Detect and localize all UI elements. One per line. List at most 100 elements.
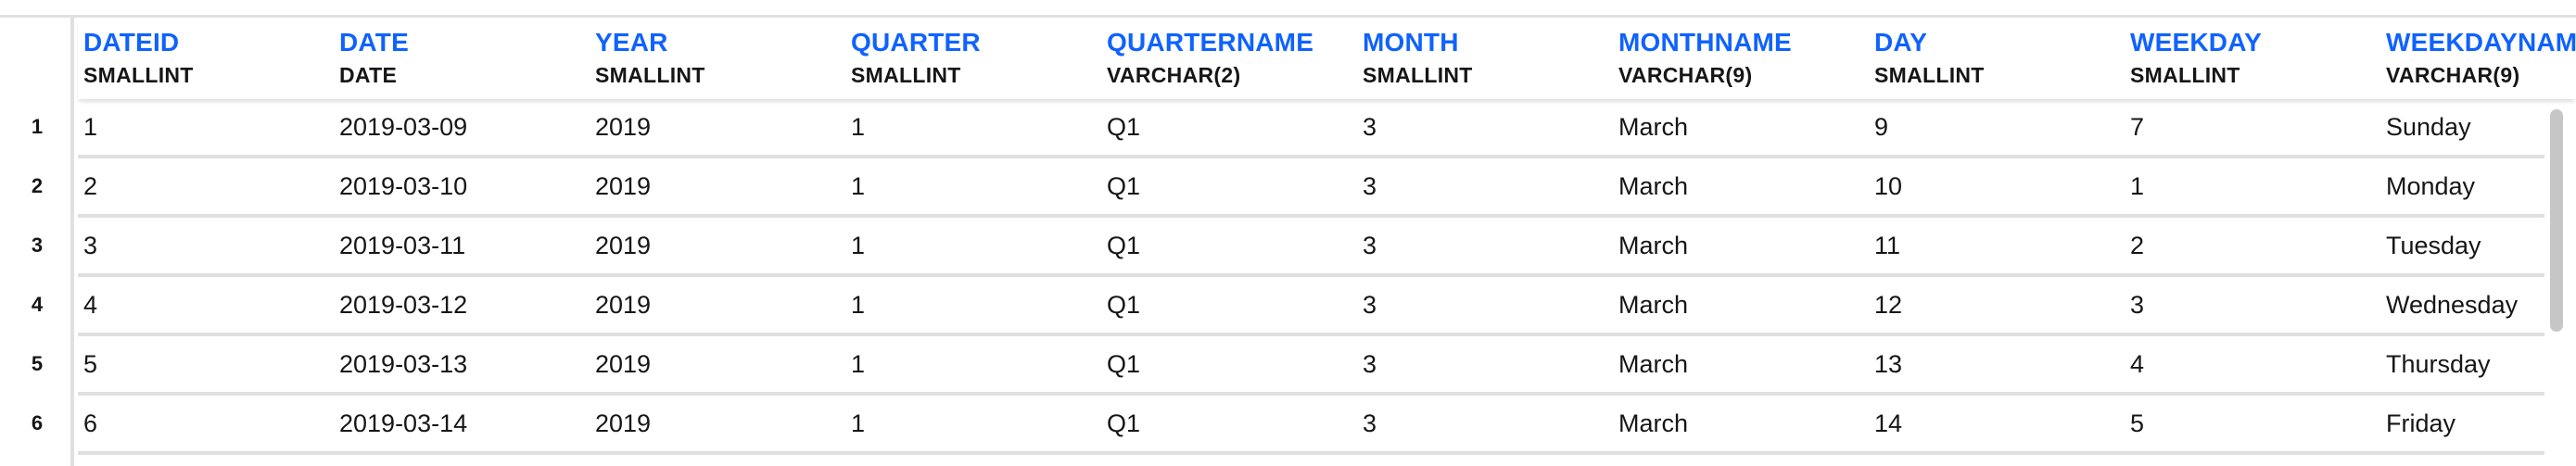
cell-day[interactable]: 12 [1874,291,1903,319]
cell-month[interactable]: 3 [1363,291,1377,319]
cell-quartername[interactable]: Q1 [1107,291,1141,319]
cell-dateid[interactable]: 2 [83,172,98,200]
cell-weekdayname[interactable]: Friday [2386,409,2456,437]
cell-date[interactable]: 2019-03-09 [339,113,468,141]
cell-quarter[interactable]: 1 [851,291,866,319]
table-row[interactable]: 2 2019-03-10 2019 1 Q1 3 March 10 1 Monday [78,158,2544,218]
cell-quartername[interactable]: Q1 [1107,172,1141,200]
cell-weekdayname[interactable]: Sunday [2386,113,2471,141]
cell-weekday[interactable]: 7 [2130,113,2145,141]
column-type: VARCHAR(9) [1618,63,1753,87]
cell-dateid[interactable]: 1 [83,113,98,141]
cell-quarter[interactable]: 1 [851,350,866,378]
cell-year[interactable]: 2019 [595,172,652,200]
column-header-weekday[interactable]: WEEKDAY SMALLINT [2125,18,2380,99]
cell-weekdayname[interactable]: Wednesday [2386,291,2519,319]
cell-day[interactable]: 10 [1874,172,1903,200]
cell-quarter[interactable]: 1 [851,232,866,259]
column-type: DATE [339,63,398,87]
cell-month[interactable]: 3 [1363,350,1377,378]
cell-day[interactable]: 14 [1874,409,1903,437]
cell-month[interactable]: 3 [1363,172,1377,200]
cell-dateid[interactable]: 5 [83,350,98,378]
cell-monthname[interactable]: March [1618,409,1689,437]
column-name: QUARTER [851,28,981,57]
cell-date[interactable]: 2019-03-12 [339,291,468,319]
cell-quarter[interactable]: 1 [851,409,866,437]
column-header-weekdayname[interactable]: WEEKDAYNAM VARCHAR(9) [2380,18,2576,99]
row-number: 1 [31,115,44,138]
cell-weekday[interactable]: 4 [2130,350,2145,378]
cell-weekdayname[interactable]: Monday [2386,172,2476,200]
vertical-scrollbar-thumb[interactable] [2550,109,2563,332]
table-row[interactable]: 1 2019-03-09 2019 1 Q1 3 March 9 7 Sunday [78,99,2544,158]
column-name: QUARTERNAME [1107,28,1314,57]
cell-quartername[interactable]: Q1 [1107,409,1141,437]
cell-dateid[interactable]: 3 [83,232,98,259]
row-number: 2 [31,174,44,197]
column-header-day[interactable]: DAY SMALLINT [1869,18,2125,99]
column-type: VARCHAR(2) [1107,63,1241,87]
column-header-year[interactable]: YEAR SMALLINT [590,18,845,99]
column-header-date[interactable]: DATE DATE [334,18,590,99]
cell-dateid[interactable]: 4 [83,291,98,319]
table-row[interactable]: 5 2019-03-13 2019 1 Q1 3 March 13 4 Thursday [78,336,2544,396]
cell-quartername[interactable]: Q1 [1107,232,1141,259]
cell-monthname[interactable]: March [1618,172,1689,200]
cell-monthname[interactable]: March [1618,113,1689,141]
cell-weekdayname[interactable]: Thursday [2386,350,2491,378]
cell-year[interactable]: 2019 [595,409,652,437]
column-name: YEAR [595,28,668,57]
table-row[interactable]: 3 2019-03-11 2019 1 Q1 3 March 11 2 Tuesday [78,218,2544,277]
column-type: SMALLINT [1363,63,1473,87]
cell-day[interactable]: 9 [1874,113,1889,141]
column-type: SMALLINT [83,63,194,87]
cell-date[interactable]: 2019-03-13 [339,350,468,378]
cell-dateid[interactable]: 6 [83,409,98,437]
column-name: DATE [339,28,409,57]
results-grid: DATEID SMALLINT DATE DATE YEAR SMALLINT … [78,18,2576,455]
table-row[interactable]: 6 2019-03-14 2019 1 Q1 3 March 14 5 Friday [78,396,2544,455]
cell-quarter[interactable]: 1 [851,172,866,200]
column-header-row: DATEID SMALLINT DATE DATE YEAR SMALLINT … [78,18,2576,99]
cell-quartername[interactable]: Q1 [1107,350,1141,378]
column-type: SMALLINT [2130,63,2240,87]
cell-quarter[interactable]: 1 [851,113,866,141]
table-top-border [0,15,2576,18]
cell-month[interactable]: 3 [1363,113,1377,141]
cell-weekday[interactable]: 3 [2130,291,2145,319]
cell-date[interactable]: 2019-03-10 [339,172,468,200]
column-type: SMALLINT [851,63,961,87]
column-header-monthname[interactable]: MONTHNAME VARCHAR(9) [1613,18,1869,99]
cell-day[interactable]: 11 [1874,232,1901,259]
cell-weekday[interactable]: 5 [2130,409,2145,437]
cell-month[interactable]: 3 [1363,409,1377,437]
table-row[interactable]: 4 2019-03-12 2019 1 Q1 3 March 12 3 Wednesday [78,277,2544,336]
column-type: VARCHAR(9) [2386,63,2520,87]
column-type: SMALLINT [595,63,705,87]
column-header-month[interactable]: MONTH SMALLINT [1357,18,1613,99]
cell-date[interactable]: 2019-03-11 [339,232,466,259]
cell-weekdayname[interactable]: Tuesday [2386,232,2481,259]
row-number: 5 [31,352,44,375]
cell-monthname[interactable]: March [1618,291,1689,319]
cell-day[interactable]: 13 [1874,350,1903,378]
cell-weekday[interactable]: 2 [2130,232,2145,259]
row-number: 6 [31,411,44,435]
cell-date[interactable]: 2019-03-14 [339,409,468,437]
column-header-dateid[interactable]: DATEID SMALLINT [78,18,334,99]
column-name: WEEKDAYNAM [2386,28,2576,57]
column-name: MONTHNAME [1618,28,1792,57]
cell-weekday[interactable]: 1 [2130,172,2145,200]
cell-year[interactable]: 2019 [595,232,652,259]
column-name: MONTH [1363,28,1459,57]
cell-monthname[interactable]: March [1618,350,1689,378]
cell-monthname[interactable]: March [1618,232,1689,259]
cell-month[interactable]: 3 [1363,232,1377,259]
cell-year[interactable]: 2019 [595,113,652,141]
cell-year[interactable]: 2019 [595,291,652,319]
cell-year[interactable]: 2019 [595,350,652,378]
cell-quartername[interactable]: Q1 [1107,113,1141,141]
column-header-quarter[interactable]: QUARTER SMALLINT [845,18,1101,99]
column-header-quartername[interactable]: QUARTERNAME VARCHAR(2) [1101,18,1357,99]
